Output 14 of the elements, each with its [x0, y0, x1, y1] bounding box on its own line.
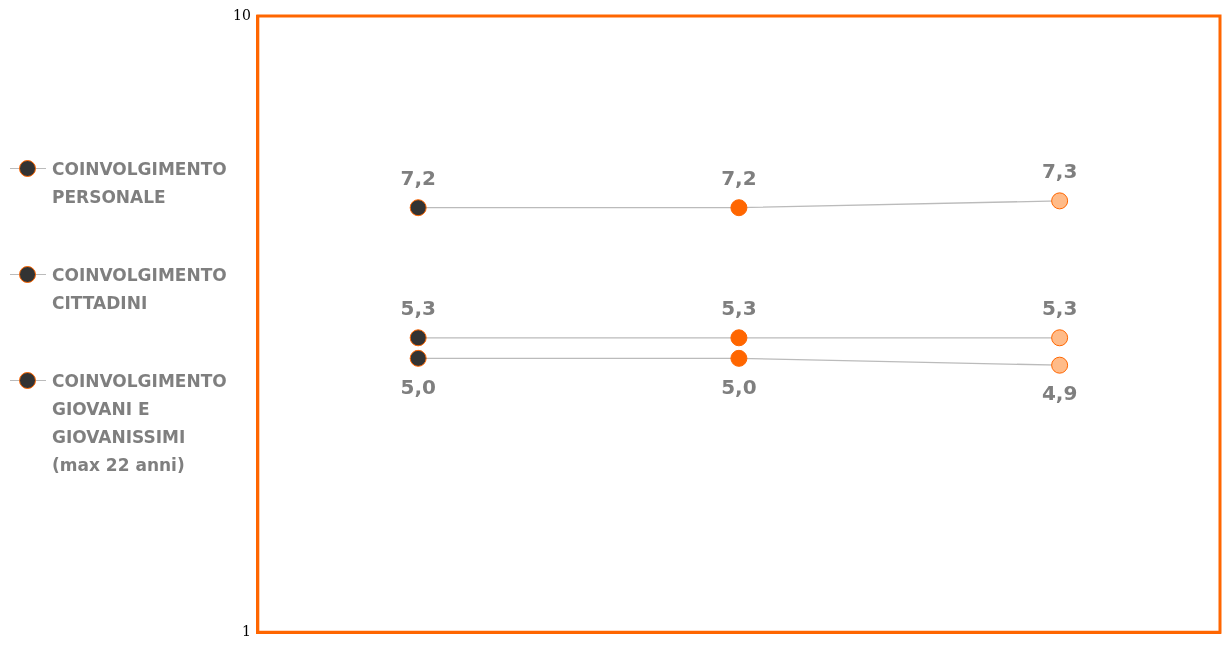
data-label: 5,0 — [400, 374, 436, 399]
y-tick-label: 10 — [232, 6, 251, 23]
data-label: 7,2 — [721, 165, 757, 190]
data-label: 4,9 — [1041, 381, 1078, 406]
data-label: 5,3 — [400, 296, 436, 320]
data-label: 5,3 — [1041, 296, 1078, 320]
y-tick-label: 1 — [241, 622, 251, 639]
legend-label: COINVOLGIMENTO PERSONALE — [52, 158, 228, 209]
legend-label: COINVOLGIMENTO GIOVANI E GIOVANISSIMI (max 22 anni) — [52, 370, 228, 477]
legend-label: COINVOLGIMENTO CITTADINI — [52, 264, 228, 315]
data-label: 7,2 — [400, 165, 436, 190]
data-label: 5,3 — [721, 296, 757, 320]
data-label: 7,3 — [1041, 159, 1078, 184]
data-label: 5,0 — [721, 374, 757, 399]
